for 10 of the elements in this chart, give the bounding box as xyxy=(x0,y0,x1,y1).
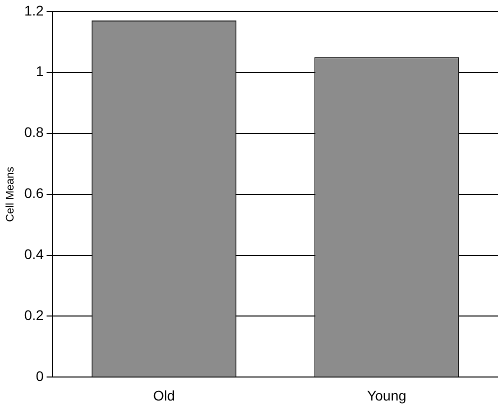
x-tick-label: Young xyxy=(367,387,406,404)
y-tick-label: 0.4 xyxy=(24,246,44,262)
y-tick-label: 0.8 xyxy=(24,124,44,140)
y-tick-label: 0 xyxy=(36,368,44,384)
y-tick-label: 1.2 xyxy=(24,2,44,18)
y-axis-title: Cell Means xyxy=(4,166,17,222)
y-tick-label: 1 xyxy=(36,63,44,80)
y-tick-label: 0.6 xyxy=(24,185,44,202)
x-tick-label: Old xyxy=(153,387,175,404)
y-tick-label: 0.2 xyxy=(24,307,44,324)
